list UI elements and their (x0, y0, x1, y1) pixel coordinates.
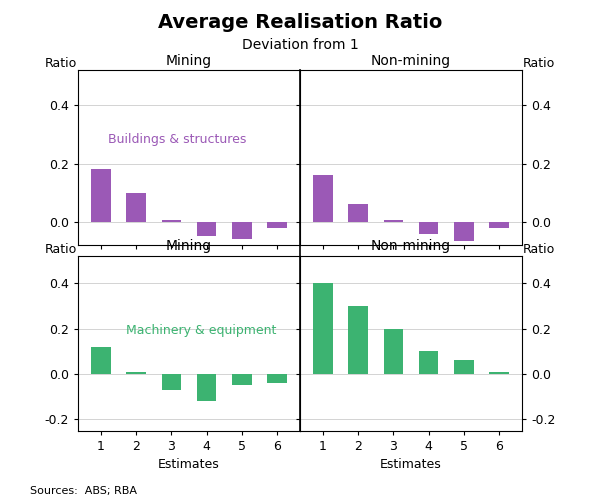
Text: Average Realisation Ratio: Average Realisation Ratio (158, 13, 442, 32)
Bar (313, 283, 332, 374)
Bar (268, 374, 287, 383)
Bar (91, 169, 110, 222)
Bar (161, 220, 181, 222)
Text: Machinery & equipment: Machinery & equipment (125, 324, 276, 337)
Title: Mining: Mining (166, 239, 212, 253)
Bar (313, 175, 332, 222)
Title: Non-mining: Non-mining (371, 239, 451, 253)
Bar (127, 193, 146, 222)
Text: Sources:  ABS; RBA: Sources: ABS; RBA (30, 486, 137, 496)
Bar (419, 351, 439, 374)
Bar (197, 374, 217, 401)
Bar (232, 374, 251, 385)
Bar (349, 306, 368, 374)
Bar (268, 222, 287, 228)
Bar (490, 222, 509, 228)
Bar (197, 222, 217, 236)
Bar (349, 204, 368, 222)
Text: Deviation from 1: Deviation from 1 (242, 38, 358, 52)
Bar (383, 220, 403, 222)
Text: Ratio: Ratio (523, 57, 555, 70)
Bar (91, 347, 110, 374)
X-axis label: Estimates: Estimates (158, 458, 220, 471)
Bar (232, 222, 251, 239)
Text: Ratio: Ratio (45, 57, 77, 70)
Text: Ratio: Ratio (523, 243, 555, 256)
Bar (383, 329, 403, 374)
Bar (127, 372, 146, 374)
Title: Non-mining: Non-mining (371, 54, 451, 68)
Bar (419, 222, 439, 233)
Bar (161, 374, 181, 390)
Text: Ratio: Ratio (45, 243, 77, 256)
Text: Buildings & structures: Buildings & structures (108, 133, 247, 146)
Bar (490, 372, 509, 374)
Title: Mining: Mining (166, 54, 212, 68)
Bar (454, 222, 473, 241)
X-axis label: Estimates: Estimates (380, 458, 442, 471)
Bar (454, 360, 473, 374)
